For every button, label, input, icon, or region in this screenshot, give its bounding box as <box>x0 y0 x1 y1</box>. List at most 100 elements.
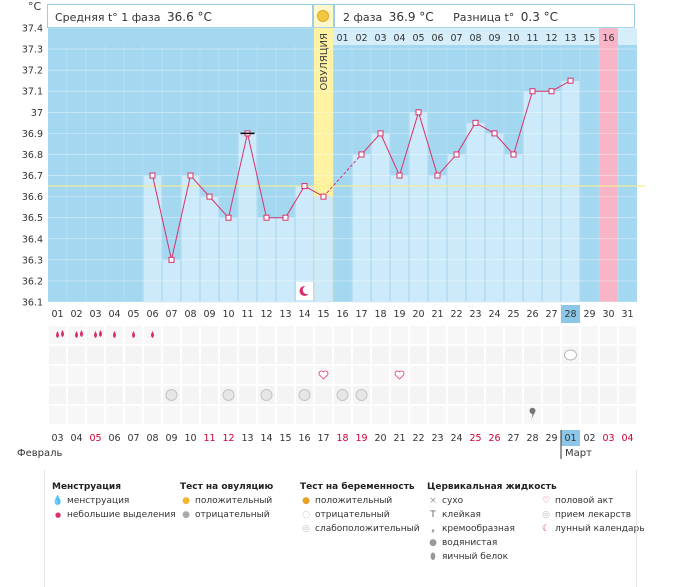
y-tick-label: 37.1 <box>22 87 43 98</box>
symbol-grid-cell <box>276 385 295 405</box>
temp-point <box>472 119 479 126</box>
symbol-grid-cell <box>67 365 86 385</box>
y-tick-label: 36.4 <box>22 234 43 245</box>
symbol-grid-cell <box>428 385 447 405</box>
symbol-grid-cell <box>523 325 542 345</box>
moon-icon: ☾ <box>541 524 551 534</box>
y-tick-label: 37 <box>31 108 43 119</box>
symbol-grid-cell <box>504 365 523 385</box>
symbol-grid-cell <box>238 345 257 365</box>
symbol-grid-cell <box>124 405 143 425</box>
symbol-grid-cell <box>504 325 523 345</box>
symbol-grid-cell <box>314 405 333 425</box>
symbol-grid-cell <box>352 345 371 365</box>
menstruation-drop-icon <box>56 331 59 338</box>
symbol-grid-cell <box>409 365 428 385</box>
legend-divider-left <box>44 470 45 587</box>
phase2-day-label: 12 <box>545 33 557 44</box>
temp-line-segment <box>456 122 476 155</box>
legend-intercourse: ♡ половой акт <box>541 496 614 506</box>
cycle-day-label: 02 <box>70 309 82 320</box>
symbol-grid-cell <box>542 325 561 345</box>
menstruation-drop-icon <box>75 331 78 338</box>
temp-point <box>415 109 422 116</box>
date-label: 19 <box>355 433 367 444</box>
cycle-day-label: 21 <box>431 309 443 320</box>
menstruation-drop-icon <box>99 330 102 337</box>
symbol-grid-cell <box>599 345 618 365</box>
symbol-grid-cell <box>466 345 485 365</box>
symbol-grid-cell <box>86 405 105 425</box>
temp-point <box>282 214 289 221</box>
symbol-grid-cell <box>200 345 219 365</box>
ovtest-negative-icon <box>260 389 273 401</box>
cycle-day-label: 03 <box>89 309 101 320</box>
temp-line-segment <box>304 185 324 198</box>
symbol-grid-cell <box>561 365 580 385</box>
symbol-grid-cell <box>485 325 504 345</box>
temp-bar <box>409 112 428 303</box>
temp-line-segment <box>494 133 514 155</box>
symbol-grid-cell <box>466 325 485 345</box>
temp-bar <box>200 196 219 303</box>
symbol-grid-cell <box>333 405 352 425</box>
date-label: 23 <box>431 433 443 444</box>
sun-icon <box>318 11 328 21</box>
phase2-value: 36.9 °C <box>388 10 434 24</box>
y-tick-label: 36.7 <box>22 171 43 182</box>
temp-line-segment <box>209 196 229 219</box>
symbol-grid-cell <box>105 385 124 405</box>
symbol-grid-cell <box>561 325 580 345</box>
cycle-day-label: 23 <box>469 309 481 320</box>
cycle-day-label: 07 <box>165 309 177 320</box>
heart-icon <box>394 370 405 380</box>
legend-pregtest-negative: ○ отрицательный <box>300 510 390 520</box>
symbol-grid-cell <box>314 345 333 365</box>
period-column <box>599 28 618 302</box>
legend-ovtest-title: Тест на овуляцию <box>180 482 274 492</box>
date-label: 10 <box>184 433 196 444</box>
phase2-day-label: 08 <box>469 33 481 44</box>
symbol-grid-cell <box>485 405 504 425</box>
symbol-grid-cell <box>219 405 238 425</box>
oval-icon: ○ <box>302 510 310 520</box>
gray-circle-icon: ● <box>182 510 190 520</box>
date-label: 03 <box>51 433 63 444</box>
symbol-grid-cell <box>409 325 428 345</box>
cycle-day-label: 17 <box>355 309 367 320</box>
symbol-grid-cell <box>523 365 542 385</box>
menstruation-drop-icon <box>94 331 97 338</box>
symbol-grid-cell <box>295 325 314 345</box>
cycle-day-label: 13 <box>279 309 291 320</box>
y-tick-label: 37.2 <box>22 66 43 77</box>
legend-creamy: ❟ кремообразная <box>427 524 515 534</box>
phase2-day-label: 06 <box>431 33 443 44</box>
y-tick-label: 36.1 <box>22 298 43 309</box>
symbol-grid-cell <box>390 385 409 405</box>
symbol-grid-cell <box>485 345 504 365</box>
symbol-grid-cell <box>352 405 371 425</box>
cycle-day-label: 09 <box>203 309 215 320</box>
date-label: 17 <box>317 433 329 444</box>
ovulation-label: ОВУЛЯЦИЯ <box>319 33 330 91</box>
date-label: 14 <box>260 433 272 444</box>
date-label: 09 <box>165 433 177 444</box>
symbol-grid-cell <box>561 405 580 425</box>
heart-icon: ● <box>302 496 310 506</box>
temp-bar <box>352 154 371 303</box>
symbol-grid-cell <box>143 365 162 385</box>
temp-line-segment <box>228 133 248 218</box>
symbol-grid-cell <box>200 365 219 385</box>
legend-moon: ☾ лунный календарь <box>541 524 645 534</box>
heart-icon <box>318 370 329 380</box>
menstruation-drop-icon <box>132 331 135 338</box>
symbol-grid-cell <box>618 365 637 385</box>
symbol-grid-cell <box>181 325 200 345</box>
ovtest-negative-icon <box>336 389 349 401</box>
month-label-february: Февраль <box>17 448 63 459</box>
symbol-grid-cell <box>295 405 314 425</box>
symbol-grid-cell <box>67 405 86 425</box>
phase2-label: 2 фаза <box>343 11 383 24</box>
temp-point <box>358 151 365 158</box>
date-label: 24 <box>450 433 462 444</box>
